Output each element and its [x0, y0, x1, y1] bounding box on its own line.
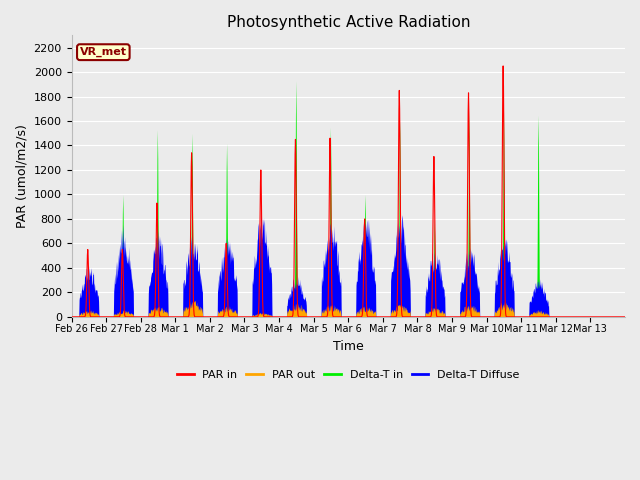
Title: Photosynthetic Active Radiation: Photosynthetic Active Radiation	[227, 15, 470, 30]
Y-axis label: PAR (umol/m2/s): PAR (umol/m2/s)	[15, 124, 28, 228]
X-axis label: Time: Time	[333, 340, 364, 353]
Legend: PAR in, PAR out, Delta-T in, Delta-T Diffuse: PAR in, PAR out, Delta-T in, Delta-T Dif…	[172, 366, 524, 384]
Text: VR_met: VR_met	[80, 47, 127, 57]
